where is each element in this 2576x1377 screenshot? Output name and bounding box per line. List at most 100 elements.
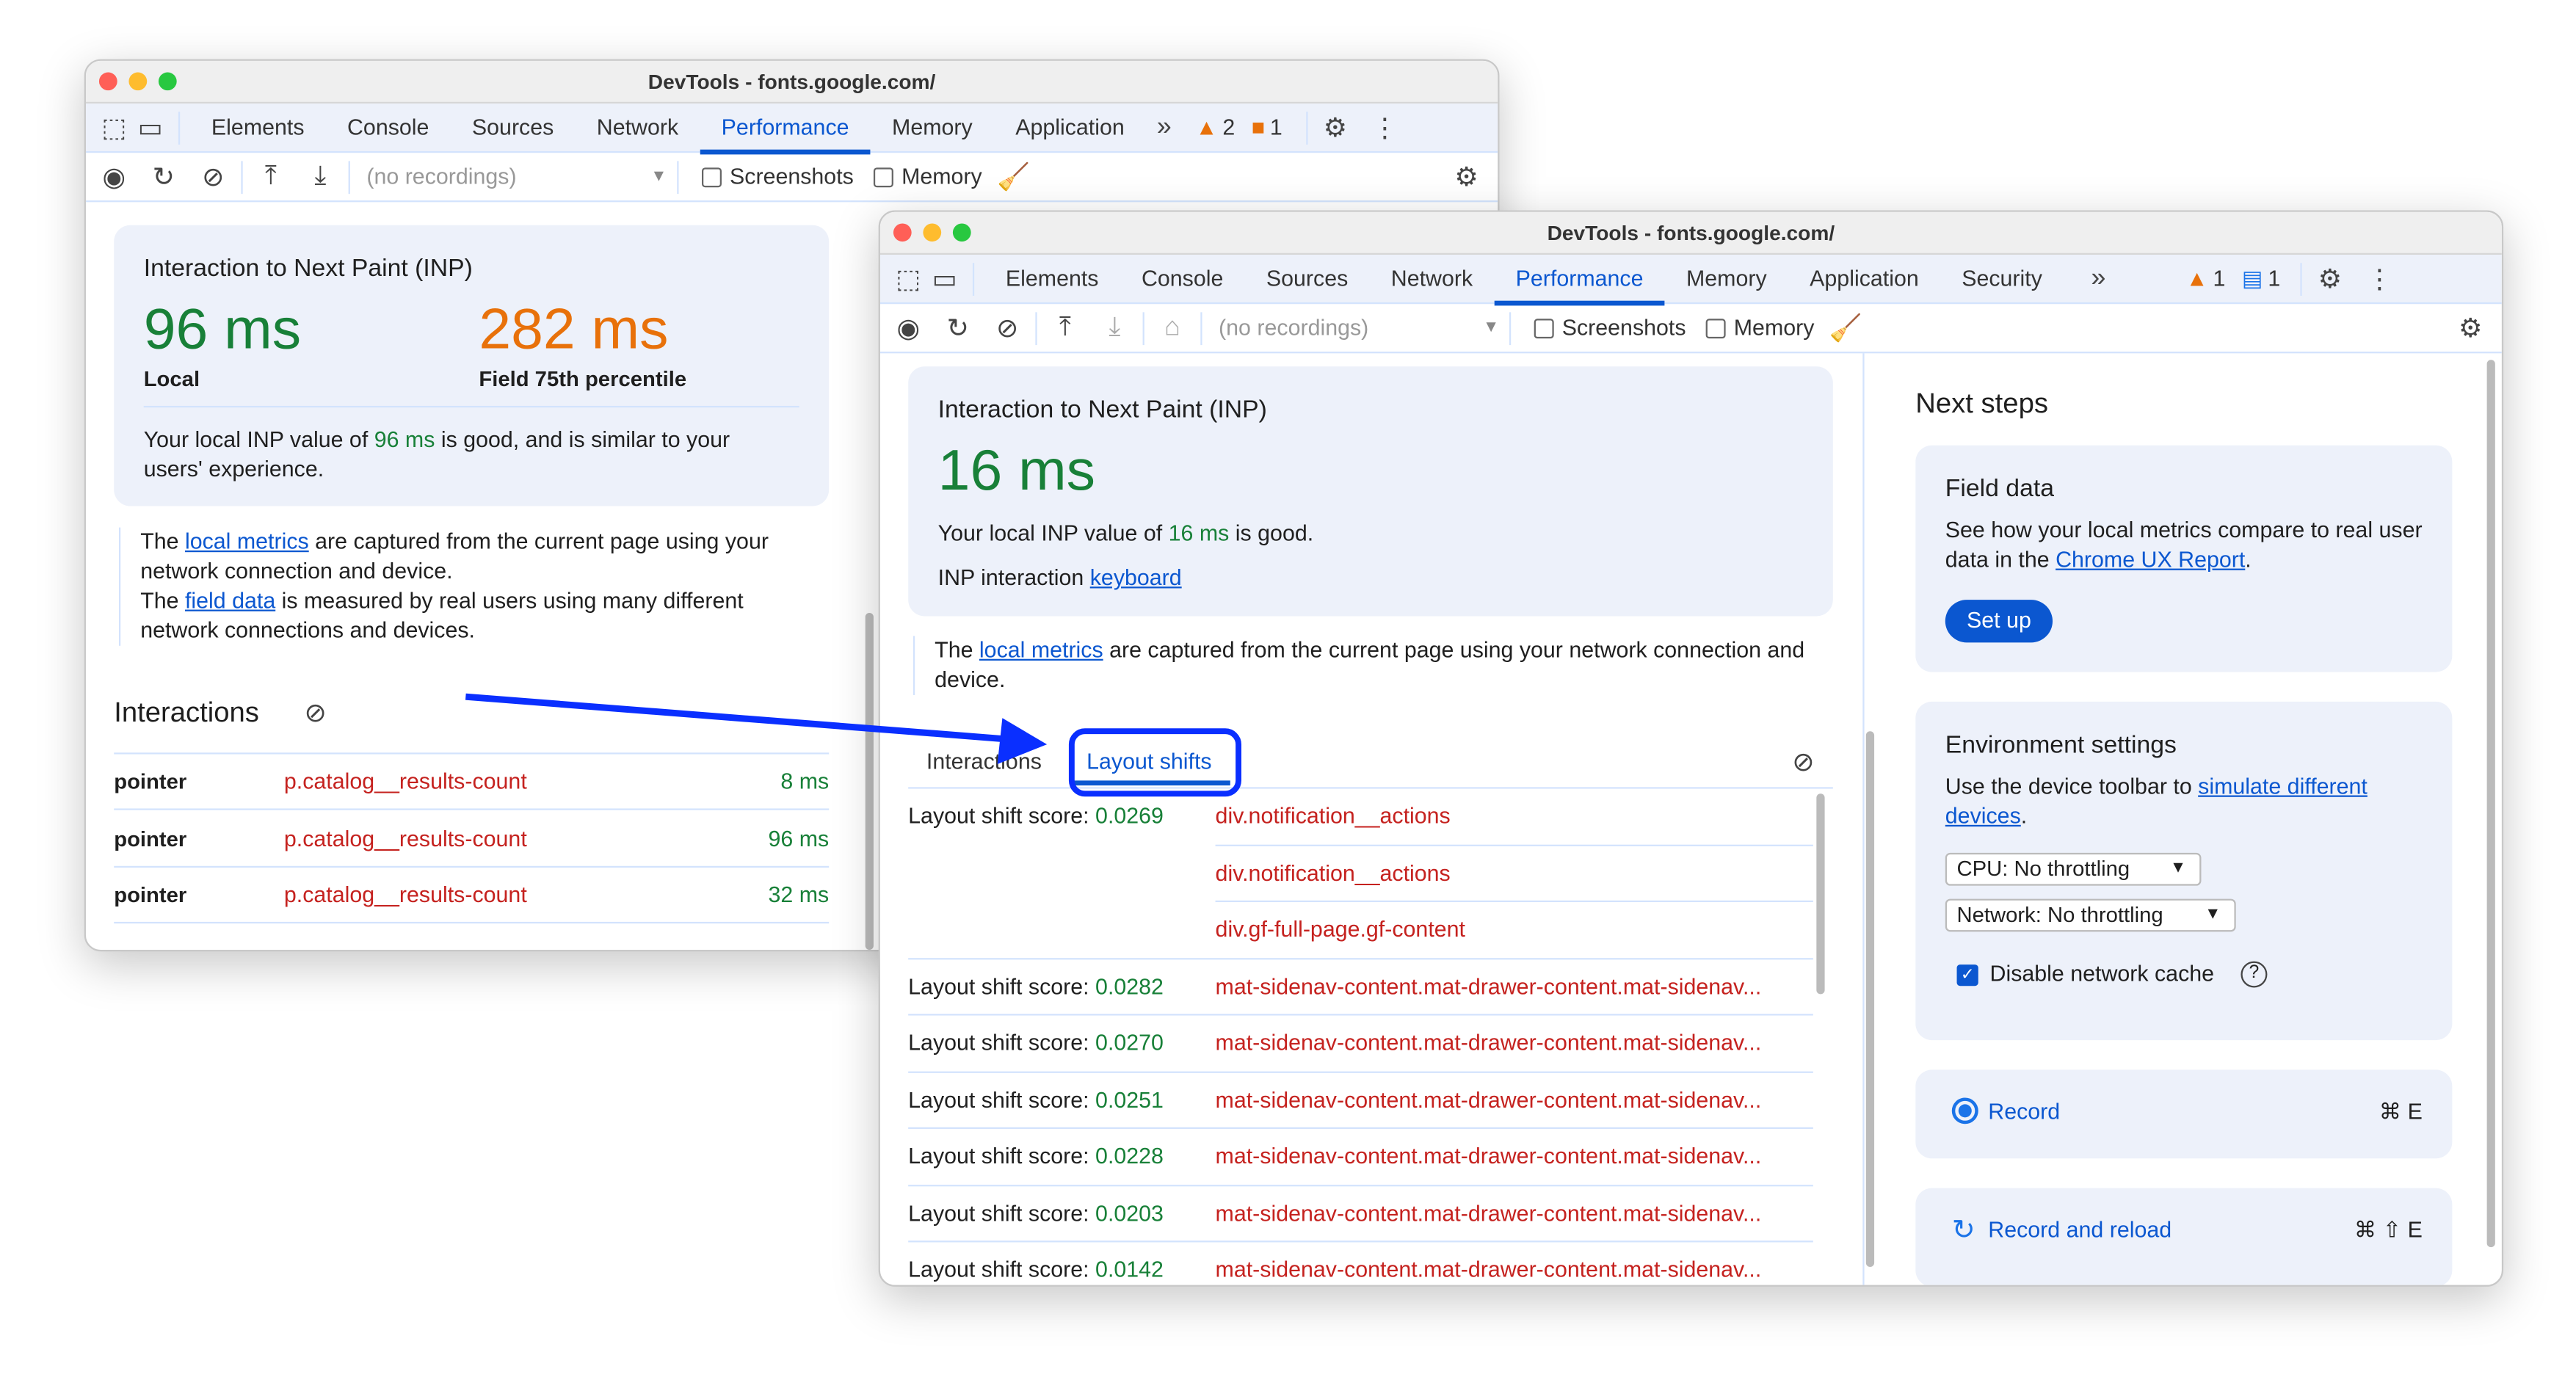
interaction-row[interactable]: pointer p.catalog__results-count 32 ms [114,868,829,924]
device-toolbar-icon[interactable]: ▭ [137,114,163,142]
warning-icon[interactable]: ▲ [1195,115,1218,140]
more-options-icon[interactable]: ⋮ [2366,265,2393,294]
close-window-button[interactable] [893,223,912,242]
clear-interactions-icon[interactable]: ⊘ [304,700,327,728]
memory-checkbox[interactable] [873,167,893,187]
minimize-window-button[interactable] [128,72,148,91]
capture-settings-gear-icon[interactable]: ⚙ [1454,163,1479,192]
tab-sources[interactable]: Sources [471,114,554,139]
settings-gear-icon[interactable]: ⚙ [1323,114,1347,142]
settings-gear-icon[interactable]: ⚙ [2318,265,2342,294]
garbage-collect-broom-icon[interactable]: 🧹 [997,163,1030,192]
right-pane-scrollbar[interactable] [2486,360,2495,1248]
tab-elements[interactable]: Elements [1005,265,1099,291]
garbage-collect-broom-icon[interactable]: 🧹 [1829,314,1862,343]
recordings-select[interactable]: (no recordings) [1219,315,1369,341]
record-button[interactable]: Record [1988,1099,2061,1125]
tab-network[interactable]: Network [596,114,679,139]
chrome-ux-report-link[interactable]: Chrome UX Report [2056,547,2246,573]
upload-icon[interactable]: ⤒ [264,161,277,190]
screenshots-checkbox[interactable] [701,167,722,187]
shifted-node-link[interactable]: div.notification__actions [1215,846,1813,903]
environment-settings-title: Environment settings [1945,731,2177,760]
tab-memory[interactable]: Memory [1686,265,1767,291]
field-data-link[interactable]: field data [184,588,276,614]
more-tabs-icon[interactable]: » [2091,264,2106,292]
warning-icon[interactable]: ▲ [2185,266,2208,291]
shifted-node-link[interactable]: mat-sidenav-content.mat-drawer-content.m… [1215,973,1762,999]
tab-application[interactable]: Application [1810,265,1919,291]
shifted-node-link[interactable]: div.notification__actions [1215,789,1813,846]
cpu-throttling-select[interactable]: CPU: No throttling ▼ [1945,852,2202,886]
device-toolbar-icon[interactable]: ▭ [932,265,957,294]
tab-application[interactable]: Application [1015,114,1125,139]
clear-icon[interactable]: ⊘ [996,314,1019,343]
issue-icon[interactable]: ■ [1251,115,1266,140]
simulate-devices-link[interactable]: simulate different devices [1945,774,2368,829]
network-throttling-select[interactable]: Network: No throttling ▼ [1945,898,2236,932]
shifted-node-link[interactable]: mat-sidenav-content.mat-drawer-content.m… [1215,1030,1762,1056]
record-and-reload-button[interactable]: Record and reload [1988,1217,2172,1243]
zoom-window-button[interactable] [952,223,971,242]
tab-layout-shifts[interactable]: Layout shifts [1086,749,1212,774]
inspect-element-icon[interactable]: ⬚ [896,265,921,294]
reload-record-icon[interactable]: ↻ [946,314,969,343]
interaction-row[interactable]: pointer p.catalog__results-count 8 ms [114,755,829,810]
tab-network[interactable]: Network [1390,265,1473,291]
memory-checkbox[interactable] [1705,318,1726,338]
tab-memory[interactable]: Memory [892,114,973,139]
title-bar: DevTools - fonts.google.com/ [85,60,1498,104]
clear-icon[interactable]: ⊘ [202,163,225,192]
zoom-window-button[interactable] [158,72,177,91]
help-icon[interactable]: ? [2241,961,2268,988]
close-window-button[interactable] [98,72,117,91]
interaction-target[interactable]: p.catalog__results-count [283,825,527,851]
layout-shift-row: Layout shift score: 0.0228 mat-sidenav-co… [908,1129,1813,1186]
shifted-node-link[interactable]: div.gf-full-page.gf-content [1215,917,1465,942]
keyboard-interaction-link[interactable]: keyboard [1089,565,1182,590]
record-icon[interactable]: ◉ [102,163,126,192]
issue-icon[interactable]: ▤ [2241,265,2263,291]
record-card[interactable]: Record ⌘ E [1915,1069,2453,1159]
layout-shift-score: Layout shift score: 0.0203 [908,1200,1164,1225]
download-icon[interactable]: ⤓ [314,161,327,190]
left-pane-scrollbar[interactable] [1865,731,1875,1268]
tab-elements[interactable]: Elements [211,114,305,139]
local-metrics-link[interactable]: local metrics [979,637,1103,663]
upload-icon[interactable]: ⤒ [1059,313,1071,341]
inspect-element-icon[interactable]: ⬚ [101,114,127,142]
download-icon[interactable]: ⤓ [1109,313,1121,341]
local-metrics-link[interactable]: local metrics [184,528,309,554]
clear-layout-shifts-icon[interactable]: ⊘ [1792,749,1815,777]
tab-console[interactable]: Console [1141,265,1224,291]
layout-shift-row: Layout shift score: 0.0282 mat-sidenav-co… [908,959,1813,1016]
scrollbar[interactable] [865,613,874,950]
shifted-node-link[interactable]: mat-sidenav-content.mat-drawer-content.m… [1215,1200,1762,1225]
record-icon[interactable]: ◉ [896,314,920,343]
recordings-select[interactable]: (no recordings) [366,164,517,189]
tab-security[interactable]: Security [1962,265,2042,291]
interaction-row[interactable]: pointer p.catalog__results-count 96 ms [114,811,829,867]
environment-settings-card: Environment settings Use the device tool… [1915,701,2453,1041]
screenshots-checkbox[interactable] [1534,318,1554,338]
tab-sources[interactable]: Sources [1266,265,1349,291]
more-options-icon[interactable]: ⋮ [1371,114,1398,142]
capture-settings-gear-icon[interactable]: ⚙ [2458,314,2483,343]
more-tabs-icon[interactable]: » [1156,112,1172,141]
reload-record-icon[interactable]: ↻ [152,163,175,192]
panel-tabs: ⬚ ▭ Elements Console Sources Network Per… [879,254,2502,305]
shifted-node-link[interactable]: mat-sidenav-content.mat-drawer-content.m… [1215,1086,1762,1112]
minimize-window-button[interactable] [923,223,942,242]
disable-cache-checkbox[interactable]: ✓ [1956,964,1978,987]
interaction-target[interactable]: p.catalog__results-count [283,769,527,794]
home-icon[interactable]: ⌂ [1164,313,1180,341]
shifted-node-link[interactable]: mat-sidenav-content.mat-drawer-content.m… [1215,1257,1762,1282]
record-reload-card[interactable]: ↻ Record and reload ⌘ ⇧ E [1915,1188,2453,1285]
shifted-node-link[interactable]: mat-sidenav-content.mat-drawer-content.m… [1215,1144,1762,1169]
tab-performance[interactable]: Performance [700,103,871,154]
tab-performance[interactable]: Performance [1494,254,1666,305]
layout-shifts-scrollbar[interactable] [1816,793,1825,995]
set-up-button[interactable]: Set up [1945,600,2053,643]
interaction-target[interactable]: p.catalog__results-count [283,882,527,907]
tab-console[interactable]: Console [347,114,429,139]
